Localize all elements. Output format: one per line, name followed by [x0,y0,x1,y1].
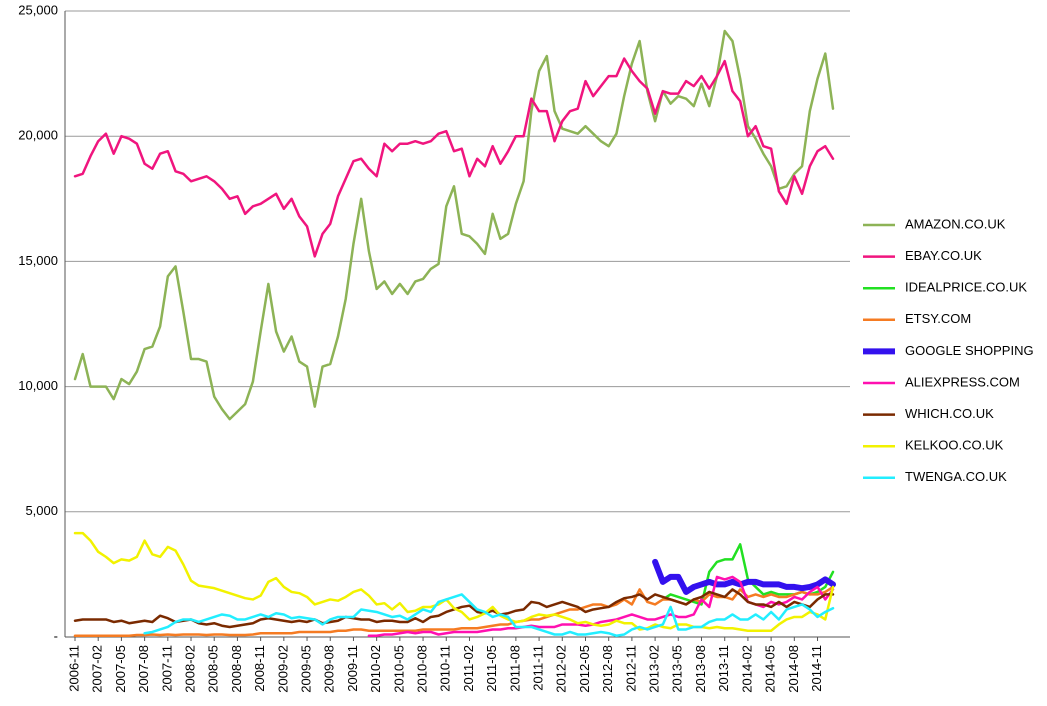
legend-label: WHICH.CO.UK [905,406,994,421]
x-tick-label: 2013-08 [693,645,708,693]
legend-label: AMAZON.CO.UK [905,216,1006,231]
x-tick-label: 2009-02 [275,645,290,693]
series-line [143,593,835,637]
x-tick-label: 2006-11 [66,645,81,692]
x-tick-label: 2011-11 [531,645,546,691]
x-tick-label: 2008-02 [182,645,197,693]
x-tick-label: 2013-02 [647,645,662,693]
y-tick-label: 10,000 [18,378,58,393]
legend-label: ALIEXPRESS.COM [905,374,1020,389]
legend-label: EBAY.CO.UK [905,248,982,263]
x-tick-label: 2012-11 [623,645,638,692]
x-tick-label: 2014-08 [786,645,801,693]
y-tick-label: 15,000 [18,253,58,268]
x-tick-label: 2009-05 [298,645,313,693]
x-tick-label: 2008-05 [206,645,221,693]
x-tick-label: 2010-02 [368,645,383,693]
x-tick-label: 2011-05 [484,645,499,692]
x-tick-label: 2009-08 [322,645,337,693]
y-tick-label: 5,000 [25,503,58,518]
x-tick-label: 2008-11 [252,645,267,692]
x-tick-label: 2009-11 [345,645,360,692]
series-line [73,57,835,258]
x-tick-label: 2010-11 [438,645,453,692]
x-tick-label: 2012-02 [554,645,569,693]
x-tick-label: 2007-11 [159,645,174,692]
x-tick-label: 2010-08 [414,645,429,693]
y-tick-label: - [54,628,58,643]
x-tick-label: 2014-11 [809,645,824,692]
legend-label: IDEALPRICE.CO.UK [905,280,1027,295]
x-tick-label: 2013-11 [716,645,731,692]
x-tick-label: 2012-08 [600,645,615,693]
series-line [652,558,836,595]
x-tick-label: 2012-05 [577,645,592,693]
x-tick-label: 2007-02 [90,645,105,693]
series-line [73,585,835,637]
legend-label: KELKOO.CO.UK [905,438,1004,453]
x-tick-label: 2011-08 [507,645,522,692]
x-tick-label: 2010-05 [391,645,406,693]
legend-label: ETSY.COM [905,311,971,326]
y-tick-label: 25,000 [18,2,58,17]
series-line [73,531,835,632]
legend-label: TWENGA.CO.UK [905,469,1007,484]
x-tick-label: 2007-05 [113,645,128,693]
y-tick-label: 20,000 [18,128,58,143]
x-tick-label: 2014-02 [739,645,754,693]
x-tick-label: 2011-02 [461,645,476,692]
x-tick-label: 2007-08 [136,645,151,693]
series-line [73,29,835,421]
x-tick-label: 2008-08 [229,645,244,693]
x-tick-label: 2014-05 [763,645,778,693]
x-tick-label: 2013-05 [670,645,685,693]
legend-label: GOOGLE SHOPPING [905,343,1034,358]
